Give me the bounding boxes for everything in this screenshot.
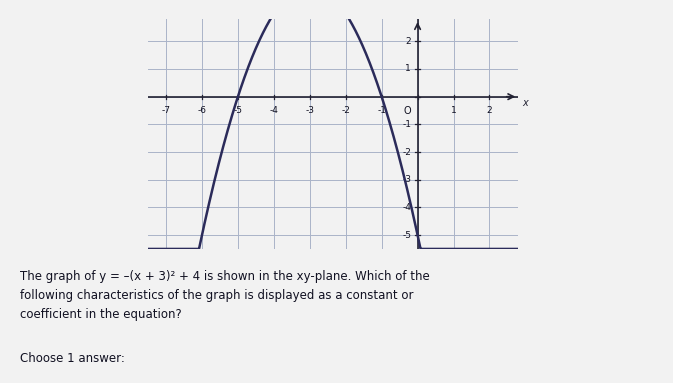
Text: O: O xyxy=(404,106,411,116)
Text: 2: 2 xyxy=(487,106,492,115)
Text: Choose 1 answer:: Choose 1 answer: xyxy=(20,352,125,365)
Text: -4: -4 xyxy=(402,203,411,212)
Text: 1: 1 xyxy=(451,106,456,115)
Text: -6: -6 xyxy=(197,106,207,115)
Text: coefficient in the equation?: coefficient in the equation? xyxy=(20,308,182,321)
Text: -1: -1 xyxy=(377,106,386,115)
Text: -5: -5 xyxy=(402,231,411,240)
Text: -2: -2 xyxy=(341,106,350,115)
Text: -3: -3 xyxy=(306,106,314,115)
Text: x: x xyxy=(522,98,528,108)
Text: -4: -4 xyxy=(269,106,278,115)
Text: following characteristics of the graph is displayed as a constant or: following characteristics of the graph i… xyxy=(20,289,414,302)
Text: 2: 2 xyxy=(406,37,411,46)
Text: -5: -5 xyxy=(234,106,242,115)
Text: The graph of y = –(x + 3)² + 4 is shown in the xy-plane. Which of the: The graph of y = –(x + 3)² + 4 is shown … xyxy=(20,270,430,283)
Text: -1: -1 xyxy=(402,120,411,129)
Text: 1: 1 xyxy=(405,64,411,74)
Text: -7: -7 xyxy=(162,106,170,115)
Text: -3: -3 xyxy=(402,175,411,184)
Text: -2: -2 xyxy=(402,147,411,157)
